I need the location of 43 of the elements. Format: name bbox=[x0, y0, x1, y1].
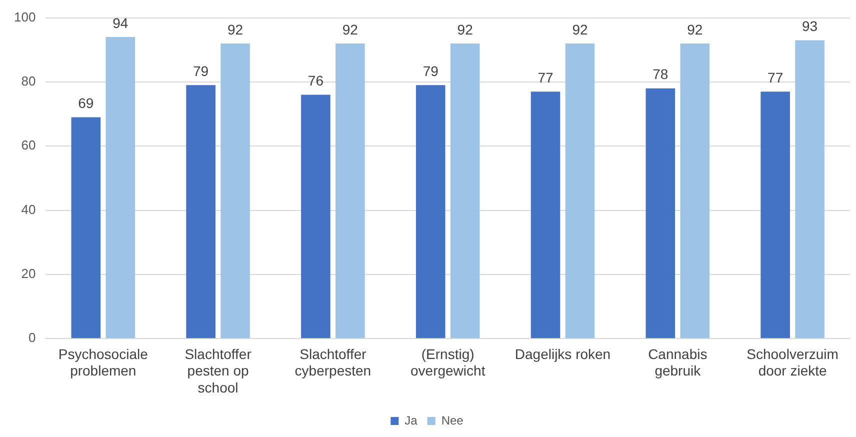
x-tick-label: Slachtoffer cyberpesten bbox=[294, 346, 372, 379]
x-tick-label: Cannabis gebruik bbox=[648, 346, 708, 379]
data-label: 77 bbox=[538, 69, 554, 86]
data-label: 79 bbox=[193, 63, 209, 80]
data-label: 79 bbox=[422, 63, 439, 80]
data-label: 69 bbox=[78, 95, 94, 112]
bar bbox=[336, 43, 365, 338]
data-label: 77 bbox=[768, 69, 784, 86]
bar bbox=[565, 43, 595, 338]
bar bbox=[795, 40, 824, 338]
bar bbox=[301, 94, 330, 338]
bar bbox=[450, 43, 480, 338]
bar bbox=[646, 88, 676, 338]
x-tick-label: Psychosociale problemen bbox=[58, 346, 148, 379]
x-tick-label: (Ernstig) overgewicht bbox=[410, 346, 486, 379]
y-tick-label: 0 bbox=[28, 330, 36, 346]
y-tick-label: 80 bbox=[21, 74, 36, 89]
data-label: 78 bbox=[652, 66, 668, 82]
data-label: 94 bbox=[112, 14, 128, 31]
y-tick-label: 20 bbox=[21, 266, 36, 282]
bar bbox=[71, 117, 101, 338]
x-tick-label: Dagelijks roken bbox=[514, 346, 611, 362]
bar bbox=[186, 85, 216, 338]
bar bbox=[530, 92, 560, 338]
bar bbox=[106, 37, 136, 338]
data-label: 92 bbox=[572, 21, 588, 38]
x-tick-label: Schoolverzuim door ziekte bbox=[746, 346, 838, 379]
bar bbox=[760, 92, 790, 338]
legend-label: Nee bbox=[441, 413, 464, 428]
data-label: 93 bbox=[802, 18, 818, 34]
x-tick-label: Slachtoffer pesten op school bbox=[184, 346, 252, 396]
data-label: 92 bbox=[342, 21, 358, 38]
bar bbox=[680, 43, 710, 338]
y-tick-label: 100 bbox=[14, 9, 36, 24]
data-label: 92 bbox=[227, 21, 244, 38]
y-tick-label: 40 bbox=[21, 202, 36, 217]
data-label: 76 bbox=[308, 72, 324, 89]
data-label: 92 bbox=[457, 21, 474, 38]
bar bbox=[416, 85, 446, 338]
bar bbox=[220, 43, 250, 338]
data-label: 92 bbox=[687, 21, 703, 38]
legend-label: Ja bbox=[404, 413, 418, 428]
y-tick-label: 60 bbox=[21, 138, 36, 153]
